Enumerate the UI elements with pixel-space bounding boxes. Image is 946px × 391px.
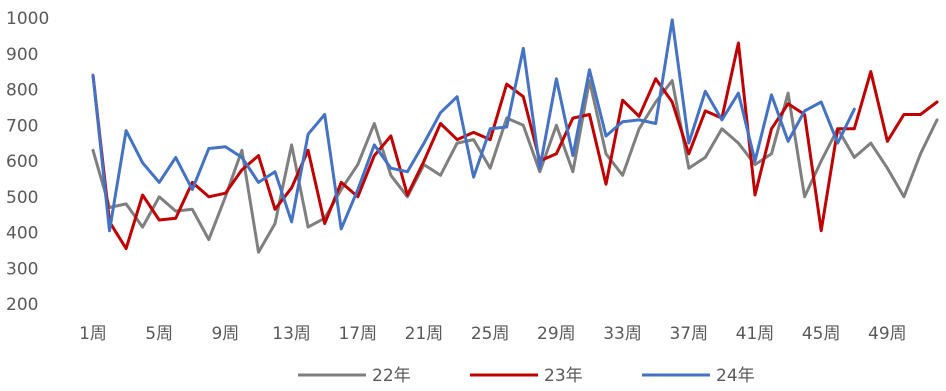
x-tick-label: 41周 <box>736 324 775 344</box>
x-tick-label: 37周 <box>669 324 708 344</box>
y-axis-ticks: 200 300 400 500 600 700 800 900 1000 <box>6 9 49 315</box>
y-tick-label: 600 <box>6 152 38 172</box>
x-tick-label: 49周 <box>868 324 907 344</box>
x-tick-label: 21周 <box>405 324 444 344</box>
y-tick-label: 500 <box>6 188 38 208</box>
y-tick-label: 300 <box>6 259 38 279</box>
x-tick-label: 29周 <box>537 324 576 344</box>
series-lines <box>91 18 939 254</box>
x-tick-label: 5周 <box>145 324 173 344</box>
x-tick-label: 17周 <box>338 324 377 344</box>
x-tick-label: 1周 <box>79 324 107 344</box>
legend: 22年 23年 24年 <box>298 366 755 386</box>
x-tick-label: 9周 <box>211 324 239 344</box>
legend-label: 24年 <box>716 366 755 386</box>
y-tick-label: 700 <box>6 116 38 136</box>
x-tick-label: 13周 <box>272 324 311 344</box>
legend-label: 22年 <box>372 366 411 386</box>
y-tick-label: 200 <box>6 295 38 315</box>
legend-label: 23年 <box>544 366 583 386</box>
x-axis-ticks: 1周 5周 9周 13周 17周 21周 25周 29周 33周 37周 41周 45周 49周 <box>79 324 907 344</box>
x-tick-label: 25周 <box>471 324 510 344</box>
series-line-2 <box>91 41 939 251</box>
y-tick-label: 900 <box>6 45 38 65</box>
y-tick-label: 1000 <box>6 9 49 29</box>
x-tick-label: 33周 <box>603 324 642 344</box>
x-tick-label: 45周 <box>802 324 841 344</box>
series-line-3 <box>91 18 856 233</box>
series-line-1 <box>91 79 939 254</box>
y-tick-label: 400 <box>6 224 38 244</box>
y-tick-label: 800 <box>6 81 38 101</box>
